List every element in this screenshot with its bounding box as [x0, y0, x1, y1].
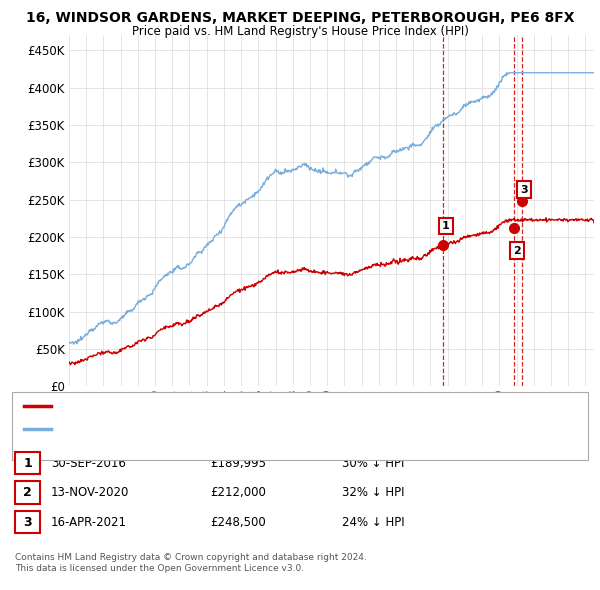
Text: HPI: Average price, detached house, South Kesteven: HPI: Average price, detached house, Sout…	[54, 424, 316, 434]
Text: 3: 3	[520, 185, 528, 195]
Text: 16, WINDSOR GARDENS, MARKET DEEPING, PETERBOROUGH, PE6 8FX: 16, WINDSOR GARDENS, MARKET DEEPING, PET…	[26, 11, 574, 25]
Text: 16, WINDSOR GARDENS, MARKET DEEPING, PETERBOROUGH, PE6 8FX (detached house): 16, WINDSOR GARDENS, MARKET DEEPING, PET…	[54, 401, 496, 411]
Text: Contains HM Land Registry data © Crown copyright and database right 2024.: Contains HM Land Registry data © Crown c…	[15, 553, 367, 562]
Text: 2: 2	[23, 486, 32, 499]
Text: 2: 2	[513, 245, 521, 255]
Text: 1: 1	[23, 457, 32, 470]
Text: £248,500: £248,500	[210, 516, 266, 529]
Text: 30-SEP-2016: 30-SEP-2016	[51, 457, 126, 470]
Text: This data is licensed under the Open Government Licence v3.0.: This data is licensed under the Open Gov…	[15, 565, 304, 573]
Text: 30% ↓ HPI: 30% ↓ HPI	[342, 457, 404, 470]
Text: 13-NOV-2020: 13-NOV-2020	[51, 486, 130, 499]
Text: 32% ↓ HPI: 32% ↓ HPI	[342, 486, 404, 499]
Text: 3: 3	[23, 516, 32, 529]
Text: 16-APR-2021: 16-APR-2021	[51, 516, 127, 529]
Text: £212,000: £212,000	[210, 486, 266, 499]
Text: £189,995: £189,995	[210, 457, 266, 470]
Text: 24% ↓ HPI: 24% ↓ HPI	[342, 516, 404, 529]
Text: 1: 1	[442, 221, 450, 231]
Text: Price paid vs. HM Land Registry's House Price Index (HPI): Price paid vs. HM Land Registry's House …	[131, 25, 469, 38]
